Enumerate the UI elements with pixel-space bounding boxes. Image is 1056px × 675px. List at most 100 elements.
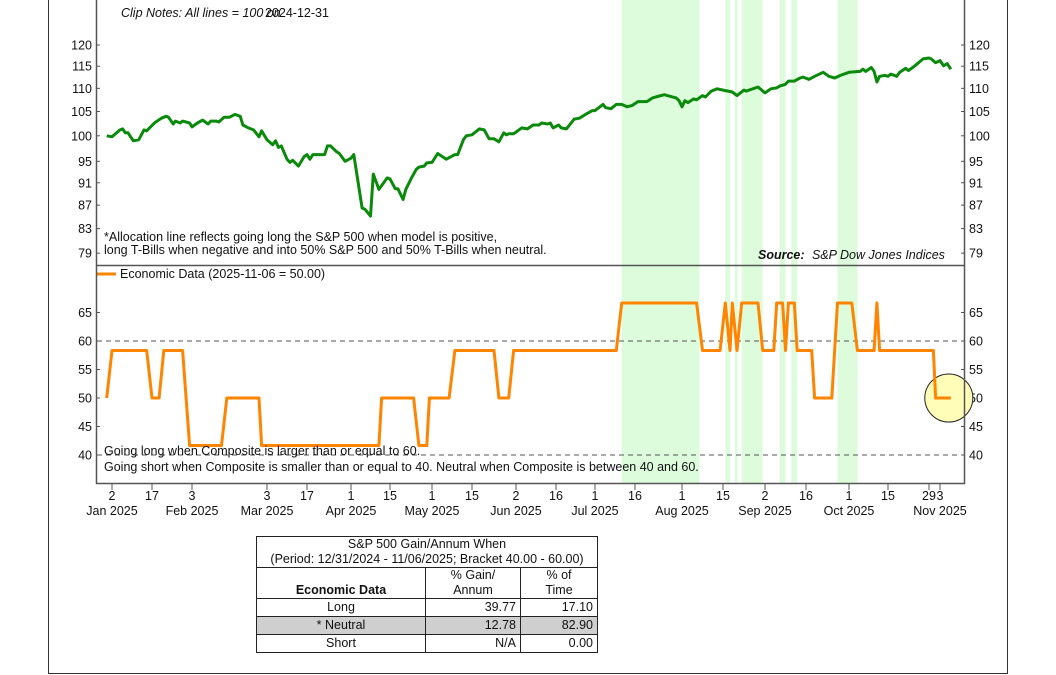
y-tick-label-right: 65 [969,306,983,320]
x-month-label: Oct 2025 [824,504,875,518]
table-title-cell: S&P 500 Gain/Annum When (Period: 12/31/2… [256,536,598,568]
y-tick-label-right: 100 [969,129,990,143]
y-tick-label-left: 50 [78,392,92,406]
table-row-short: Short N/A 0.00 [256,634,598,653]
y-tick-label-right: 95 [969,155,983,169]
y-tick-label-right: 79 [969,247,983,261]
top-y-axis: 120 120 115 115 110 110 105 105 100 100 95 95 91 91 87… [71,39,990,261]
y-tick-label-right: 83 [969,222,983,236]
row-label: Long [256,598,426,617]
long-period-shading [621,0,858,483]
y-tick-label-right: 115 [969,60,989,74]
x-tick-label: 1 [429,489,436,503]
x-month-label: Feb 2025 [166,504,219,518]
y-tick-label-left: 91 [78,176,92,190]
annotation-line-1: *Allocation line reflects going long the… [104,230,497,244]
source-note: Source: S&P Dow Jones Indices [758,248,945,262]
y-tick-label-left: 40 [78,449,92,463]
header-pct-time: % of Time [520,567,598,599]
y-tick-label-left: 105 [71,105,92,119]
x-month-label: Jul 2025 [571,504,618,518]
clip-notes-date: 2024-12-31 [265,6,329,20]
legend: Economic Data (2025-11-06 = 50.00) [97,267,325,281]
table-subtitle: (Period: 12/31/2024 - 11/06/2025; Bracke… [270,552,584,566]
row-label: * Neutral [256,616,426,635]
x-tick-label: 16 [799,489,813,503]
strategy-notes: Going long when Composite is larger than… [104,444,699,474]
row-time: 17.10 [520,598,598,617]
x-tick-label: 3 [264,489,271,503]
x-month-label: May 2025 [405,504,460,518]
x-tick-label: 3 [937,489,944,503]
shaded-period [791,0,798,483]
y-tick-label-right: 60 [969,335,983,349]
shaded-period [725,0,730,483]
x-month-label: Mar 2025 [241,504,294,518]
row-gain: 12.78 [425,616,521,635]
y-tick-label-right: 45 [969,420,983,434]
strategy-note-2: Going short when Composite is smaller th… [104,460,699,474]
economic-data-line [105,301,951,447]
x-tick-label: 15 [716,489,730,503]
x-month-label: Nov 2025 [913,504,967,518]
plot-borders [95,0,966,485]
x-tick-label: 16 [628,489,642,503]
clip-notes-label: Clip Notes: All lines = 100 on [121,6,281,20]
y-tick-label-left: 65 [78,306,92,320]
y-tick-label-left: 79 [78,247,92,261]
shaded-period [621,0,700,483]
y-tick-label-left: 60 [78,335,92,349]
y-tick-label-right: 40 [969,449,983,463]
table-row-neutral: * Neutral 12.78 82.90 [256,616,598,635]
y-tick-label-right: 110 [969,82,989,96]
y-tick-label-left: 115 [72,60,92,74]
x-tick-label: 17 [145,489,159,503]
y-tick-label-right: 105 [969,105,990,119]
shaded-period [741,0,763,483]
header-time-line1: % of [546,568,572,582]
y-tick-label-left: 100 [71,129,92,143]
y-tick-label-right: 120 [969,39,990,53]
row-gain: 39.77 [425,598,521,617]
strategy-note-1: Going long when Composite is larger than… [104,444,420,458]
y-tick-label-left: 45 [78,420,92,434]
x-month-label: Apr 2025 [326,504,377,518]
y-tick-label-left: 55 [78,363,92,377]
table-row-long: Long 39.77 17.10 [256,598,598,617]
x-tick-label: 1 [679,489,686,503]
shaded-period [734,0,738,483]
x-tick-label: 2 [513,489,520,503]
x-tick-label: 2 [109,489,116,503]
sp500-allocation-line [106,56,953,218]
y-tick-label-right: 91 [969,176,983,190]
x-tick-label: 1 [592,489,599,503]
row-gain: N/A [425,634,521,653]
x-tick-label: 17 [300,489,314,503]
y-tick-label-left: 120 [71,39,92,53]
header-gain-line1: % Gain/ [450,568,496,582]
y-tick-label-right: 87 [969,199,983,213]
x-tick-label: 29 [922,489,936,503]
table-title: S&P 500 Gain/Annum When [347,537,507,551]
x-tick-label: 15 [383,489,397,503]
x-month-label: Aug 2025 [655,504,709,518]
shaded-period [837,0,858,483]
shaded-period [779,0,786,483]
performance-table: S&P 500 Gain/Annum When (Period: 12/31/2… [256,536,598,653]
annotation-line-2: long T-Bills when negative and into 50% … [104,243,547,257]
y-tick-label-left: 110 [72,82,92,96]
source-label: Source: [758,248,805,262]
y-tick-label-left: 87 [78,199,92,213]
x-tick-label: 16 [549,489,563,503]
row-time: 82.90 [520,616,598,635]
x-tick-label: 15 [881,489,895,503]
reference-lines [97,340,964,456]
x-tick-label: 1 [846,489,853,503]
row-time: 0.00 [520,634,598,653]
y-tick-label-left: 83 [78,222,92,236]
source-text: S&P Dow Jones Indices [812,248,945,262]
header-gain-annum: % Gain/Annum [425,567,521,599]
x-month-label: Jan 2025 [86,504,137,518]
